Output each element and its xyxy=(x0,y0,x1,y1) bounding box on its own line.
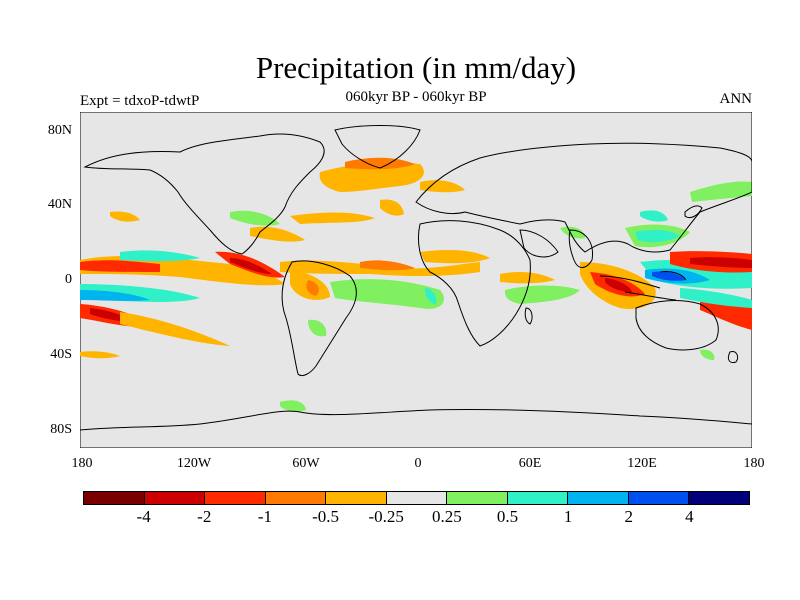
coastlines xyxy=(80,125,752,431)
colorbar-box xyxy=(326,492,387,504)
colorbar xyxy=(83,491,750,505)
anomaly-patch xyxy=(690,257,752,268)
anomaly-patch xyxy=(690,181,752,202)
colorbar-label: -2 xyxy=(197,507,212,526)
anomaly-patch xyxy=(250,226,305,242)
colorbar-box xyxy=(84,492,145,504)
y-tick-label: 80N xyxy=(47,123,72,138)
anomaly-patch xyxy=(230,210,280,226)
anomaly-patch xyxy=(290,212,375,224)
season-label: ANN xyxy=(719,91,753,107)
colorbar-label: -4 xyxy=(136,507,151,526)
landmass-greenland xyxy=(334,125,421,169)
landmass-madagascar xyxy=(524,307,533,325)
continent-antarctica xyxy=(80,408,752,431)
anomaly-patch xyxy=(280,400,306,412)
continent-africa xyxy=(417,220,531,347)
colorbar-label: 0.25 xyxy=(431,507,462,526)
x-tick-label: 0 xyxy=(414,456,422,471)
anomaly-patch xyxy=(700,349,715,360)
colorbar-box xyxy=(205,492,266,504)
precip-anomaly-layer xyxy=(80,157,752,412)
colorbar-box xyxy=(144,492,206,504)
colorbar-label: -0.5 xyxy=(312,507,339,526)
anomaly-patch xyxy=(306,280,319,296)
y-tick-label: 40S xyxy=(50,347,72,362)
anomaly-patch xyxy=(80,351,120,359)
anomaly-patch xyxy=(652,271,686,281)
continent-eurasia xyxy=(415,142,752,253)
colorbar-box xyxy=(628,492,690,504)
anomaly-patch xyxy=(80,290,150,301)
map-background xyxy=(80,112,752,448)
anomaly-patch xyxy=(640,210,668,222)
arabian-peninsula xyxy=(519,229,559,258)
colorbar-label: 4 xyxy=(685,507,694,526)
anomaly-patch xyxy=(80,260,160,272)
x-tick-label: 120E xyxy=(627,456,657,471)
anomaly-patch xyxy=(420,180,465,193)
anomaly-patch xyxy=(635,229,680,243)
colorbar-box xyxy=(447,492,508,504)
colorbar-label: 0.5 xyxy=(496,507,519,526)
page-title: Precipitation (in mm/day) xyxy=(255,50,577,85)
x-tick-label: 180 xyxy=(743,456,765,471)
anomaly-patch xyxy=(360,260,415,271)
colorbar-box xyxy=(265,492,327,504)
y-tick-label: 0 xyxy=(65,272,72,287)
colorbar-label: -1 xyxy=(257,507,272,526)
anomaly-patch xyxy=(605,278,632,292)
x-tick-label: 120W xyxy=(176,456,212,471)
anomaly-patch xyxy=(420,250,490,264)
maritime-continent xyxy=(599,271,687,301)
anomaly-patch xyxy=(330,279,444,309)
anomaly-patch xyxy=(308,319,327,337)
indian-subcontinent xyxy=(568,229,594,268)
anomaly-patch xyxy=(700,301,752,330)
experiment-label: Expt = tdxoP-tdwtP xyxy=(80,93,200,109)
x-tick-label: 60E xyxy=(518,456,542,471)
anomaly-patch xyxy=(230,258,272,274)
continent-south-america xyxy=(281,260,357,377)
y-tick-label: 40N xyxy=(47,197,72,212)
colorbar-box xyxy=(386,492,448,504)
anomaly-patch xyxy=(120,312,230,346)
colorbar-label: 2 xyxy=(624,507,633,526)
colorbar-box xyxy=(507,492,569,504)
y-tick-label: 80S xyxy=(50,422,72,437)
anomaly-patch xyxy=(425,288,437,304)
landmass-new-zealand xyxy=(727,351,739,363)
continent-australia xyxy=(635,300,719,351)
continent-north-america xyxy=(83,133,325,255)
anomaly-patch xyxy=(110,211,140,222)
x-tick-label: 60W xyxy=(292,456,320,471)
colorbar-label: -0.25 xyxy=(368,507,404,526)
anomaly-patch xyxy=(560,226,585,239)
x-tick-label: 180 xyxy=(71,456,93,471)
colorbar-box xyxy=(689,492,750,504)
anomaly-patch xyxy=(380,199,404,216)
anomaly-patch xyxy=(319,162,424,192)
landmass-japan xyxy=(684,205,703,219)
anomaly-patch xyxy=(120,250,200,262)
anomaly-patch xyxy=(500,272,555,284)
precipitation-map xyxy=(80,112,752,448)
anomaly-patch xyxy=(680,288,752,308)
colorbar-box xyxy=(568,492,629,504)
subtitle: 060kyr BP - 060kyr BP xyxy=(345,89,487,105)
colorbar-label: 1 xyxy=(563,507,573,526)
